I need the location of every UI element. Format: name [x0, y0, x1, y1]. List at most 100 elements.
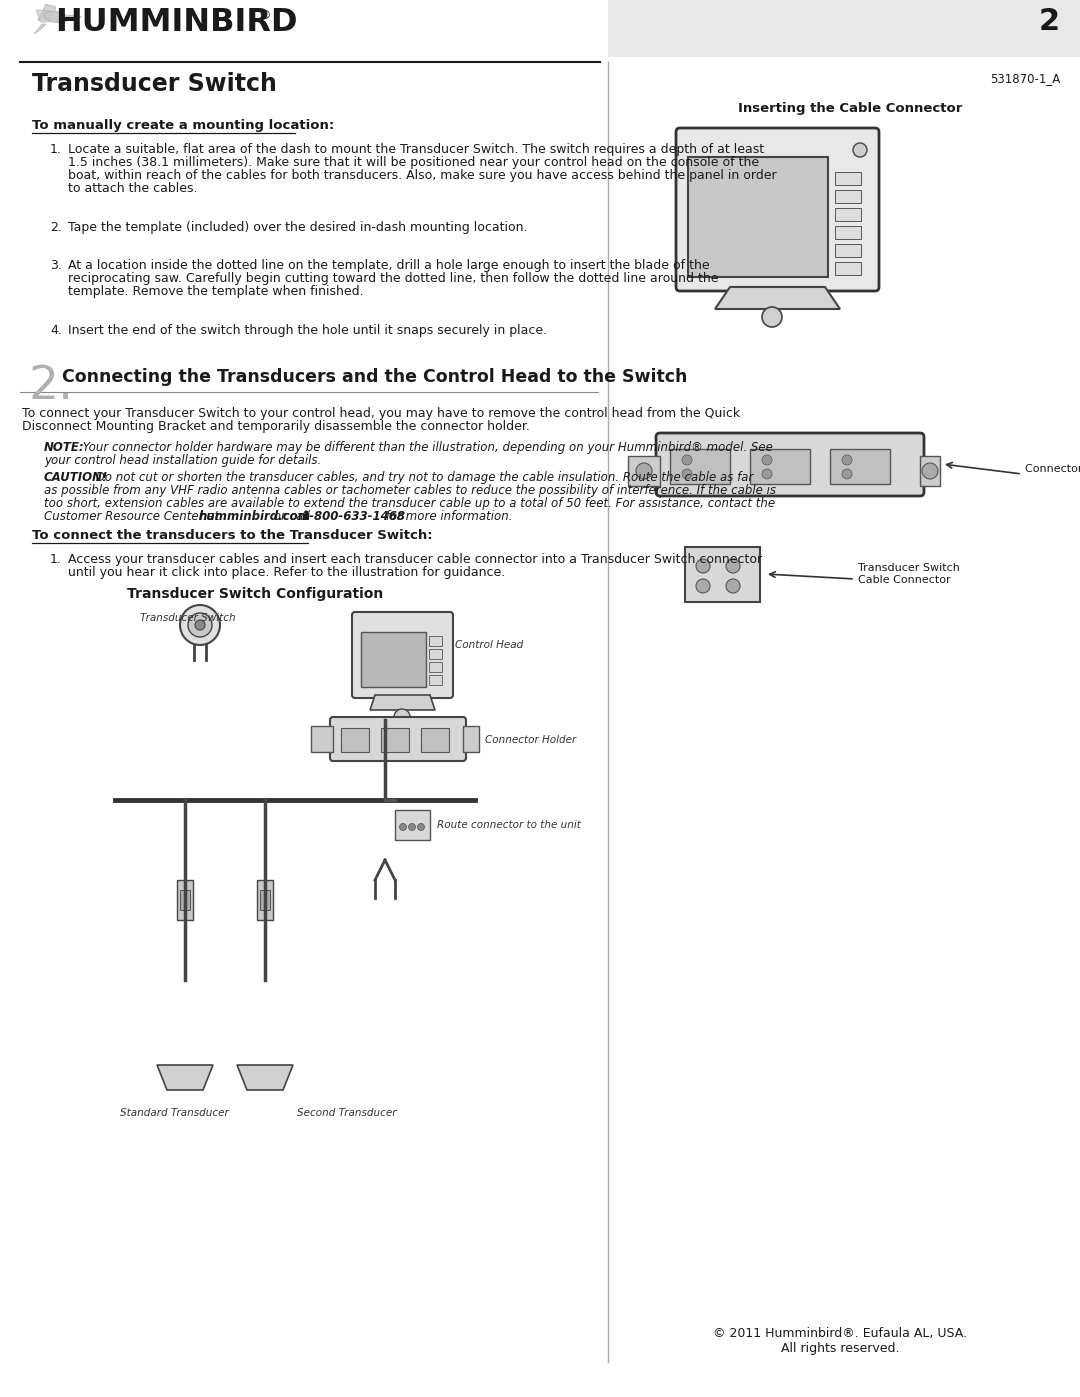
- Polygon shape: [370, 694, 435, 710]
- Text: CAUTION!: CAUTION!: [44, 471, 108, 483]
- Text: Connecting the Transducers and the Control Head to the Switch: Connecting the Transducers and the Contr…: [62, 367, 687, 386]
- Text: Your connector holder hardware may be different than the illustration, depending: Your connector holder hardware may be di…: [79, 441, 773, 454]
- Bar: [429, 662, 442, 672]
- FancyBboxPatch shape: [330, 717, 465, 761]
- Circle shape: [681, 469, 692, 479]
- Text: Locate a suitable, flat area of the dash to mount the Transducer Switch. The swi: Locate a suitable, flat area of the dash…: [68, 142, 765, 156]
- Bar: [429, 650, 442, 659]
- Bar: [688, 156, 828, 277]
- Text: Insert the end of the switch through the hole until it snaps securely in place.: Insert the end of the switch through the…: [68, 324, 548, 337]
- Polygon shape: [33, 24, 46, 34]
- Circle shape: [842, 469, 852, 479]
- Circle shape: [842, 455, 852, 465]
- Text: template. Remove the template when finished.: template. Remove the template when finis…: [68, 285, 364, 298]
- Circle shape: [922, 462, 939, 479]
- Text: 4.: 4.: [50, 324, 62, 337]
- Text: HUMMINBIRD: HUMMINBIRD: [55, 7, 297, 38]
- Circle shape: [408, 823, 416, 830]
- Bar: [835, 208, 861, 221]
- Text: ®: ®: [258, 8, 270, 22]
- Bar: [835, 172, 861, 184]
- Text: Access your transducer cables and insert each transducer cable connector into a : Access your transducer cables and insert…: [68, 553, 762, 566]
- Circle shape: [188, 613, 212, 637]
- Circle shape: [681, 455, 692, 465]
- Text: 1.: 1.: [50, 142, 62, 156]
- Bar: [670, 448, 730, 483]
- Bar: [257, 880, 273, 921]
- Circle shape: [636, 462, 652, 479]
- Bar: [421, 728, 449, 752]
- Text: boat, within reach of the cables for both transducers. Also, make sure you have : boat, within reach of the cables for bot…: [68, 169, 777, 182]
- Bar: [835, 244, 861, 257]
- Text: 531870-1_A: 531870-1_A: [989, 73, 1059, 85]
- Text: Control Head: Control Head: [455, 640, 523, 650]
- Bar: [177, 880, 193, 921]
- Text: At a location inside the dotted line on the template, drill a hole large enough : At a location inside the dotted line on …: [68, 258, 710, 272]
- Text: Transducer Switch
Cable Connector: Transducer Switch Cable Connector: [858, 563, 960, 585]
- FancyBboxPatch shape: [676, 129, 879, 291]
- Text: 1-800-633-1468: 1-800-633-1468: [302, 510, 406, 522]
- Bar: [831, 448, 890, 483]
- Bar: [429, 675, 442, 685]
- Circle shape: [180, 605, 220, 645]
- Text: Tape the template (included) over the desired in-dash mounting location.: Tape the template (included) over the de…: [68, 221, 527, 235]
- Text: Route connector to the unit: Route connector to the unit: [437, 820, 581, 830]
- Text: 3.: 3.: [50, 258, 62, 272]
- Text: 1.5 inches (38.1 millimeters). Make sure that it will be positioned near your co: 1.5 inches (38.1 millimeters). Make sure…: [68, 156, 759, 169]
- Bar: [463, 726, 480, 752]
- Text: Customer Resource Center at: Customer Resource Center at: [44, 510, 222, 522]
- Bar: [685, 548, 760, 602]
- Circle shape: [696, 578, 710, 592]
- Bar: [260, 890, 270, 909]
- Text: 2.: 2.: [28, 365, 73, 409]
- Bar: [608, 0, 1080, 57]
- Text: 2: 2: [1039, 7, 1059, 36]
- Text: To connect the transducers to the Transducer Switch:: To connect the transducers to the Transd…: [32, 529, 433, 542]
- Text: 2.: 2.: [50, 221, 62, 235]
- Text: Standard Transducer: Standard Transducer: [120, 1108, 229, 1118]
- Polygon shape: [237, 1065, 293, 1090]
- Circle shape: [762, 455, 772, 465]
- Text: Disconnect Mounting Bracket and temporarily disassemble the connector holder.: Disconnect Mounting Bracket and temporar…: [22, 420, 530, 433]
- Text: Transducer Switch: Transducer Switch: [140, 613, 235, 623]
- Bar: [311, 726, 333, 752]
- Polygon shape: [38, 4, 56, 20]
- FancyBboxPatch shape: [656, 433, 924, 496]
- Circle shape: [762, 469, 772, 479]
- Text: © 2011 Humminbird®. Eufaula AL, USA.
All rights reserved.: © 2011 Humminbird®. Eufaula AL, USA. All…: [713, 1327, 967, 1355]
- Bar: [627, 455, 660, 486]
- Text: Transducer Switch: Transducer Switch: [32, 73, 276, 96]
- Text: your control head installation guide for details.: your control head installation guide for…: [44, 454, 321, 467]
- Bar: [180, 890, 190, 909]
- Bar: [835, 190, 861, 203]
- Circle shape: [195, 620, 205, 630]
- Text: 1.: 1.: [50, 553, 62, 566]
- Bar: [341, 728, 369, 752]
- Bar: [920, 455, 940, 486]
- Text: reciprocating saw. Carefully begin cutting toward the dotted line, then follow t: reciprocating saw. Carefully begin cutti…: [68, 272, 718, 285]
- Circle shape: [726, 559, 740, 573]
- Circle shape: [853, 142, 867, 156]
- Bar: [835, 263, 861, 275]
- Circle shape: [762, 307, 782, 327]
- Text: Transducer Switch Configuration: Transducer Switch Configuration: [126, 587, 383, 601]
- Text: Connector Holder: Connector Holder: [485, 735, 577, 745]
- Bar: [361, 631, 426, 687]
- Circle shape: [400, 823, 406, 830]
- Text: Connector Holder: Connector Holder: [1025, 464, 1080, 474]
- Ellipse shape: [44, 11, 68, 22]
- Bar: [395, 810, 430, 840]
- Text: for more information.: for more information.: [382, 510, 513, 522]
- Text: as possible from any VHF radio antenna cables or tachometer cables to reduce the: as possible from any VHF radio antenna c…: [44, 483, 777, 497]
- Bar: [429, 636, 442, 645]
- Text: To connect your Transducer Switch to your control head, you may have to remove t: To connect your Transducer Switch to you…: [22, 407, 740, 420]
- Polygon shape: [36, 10, 50, 22]
- Circle shape: [418, 823, 424, 830]
- Bar: [750, 448, 810, 483]
- Text: To manually create a mounting location:: To manually create a mounting location:: [32, 119, 334, 131]
- Text: too short, extension cables are available to extend the transducer cable up to a: too short, extension cables are availabl…: [44, 497, 775, 510]
- Circle shape: [696, 559, 710, 573]
- Text: or call: or call: [270, 510, 313, 522]
- Polygon shape: [157, 1065, 213, 1090]
- Text: to attach the cables.: to attach the cables.: [68, 182, 198, 196]
